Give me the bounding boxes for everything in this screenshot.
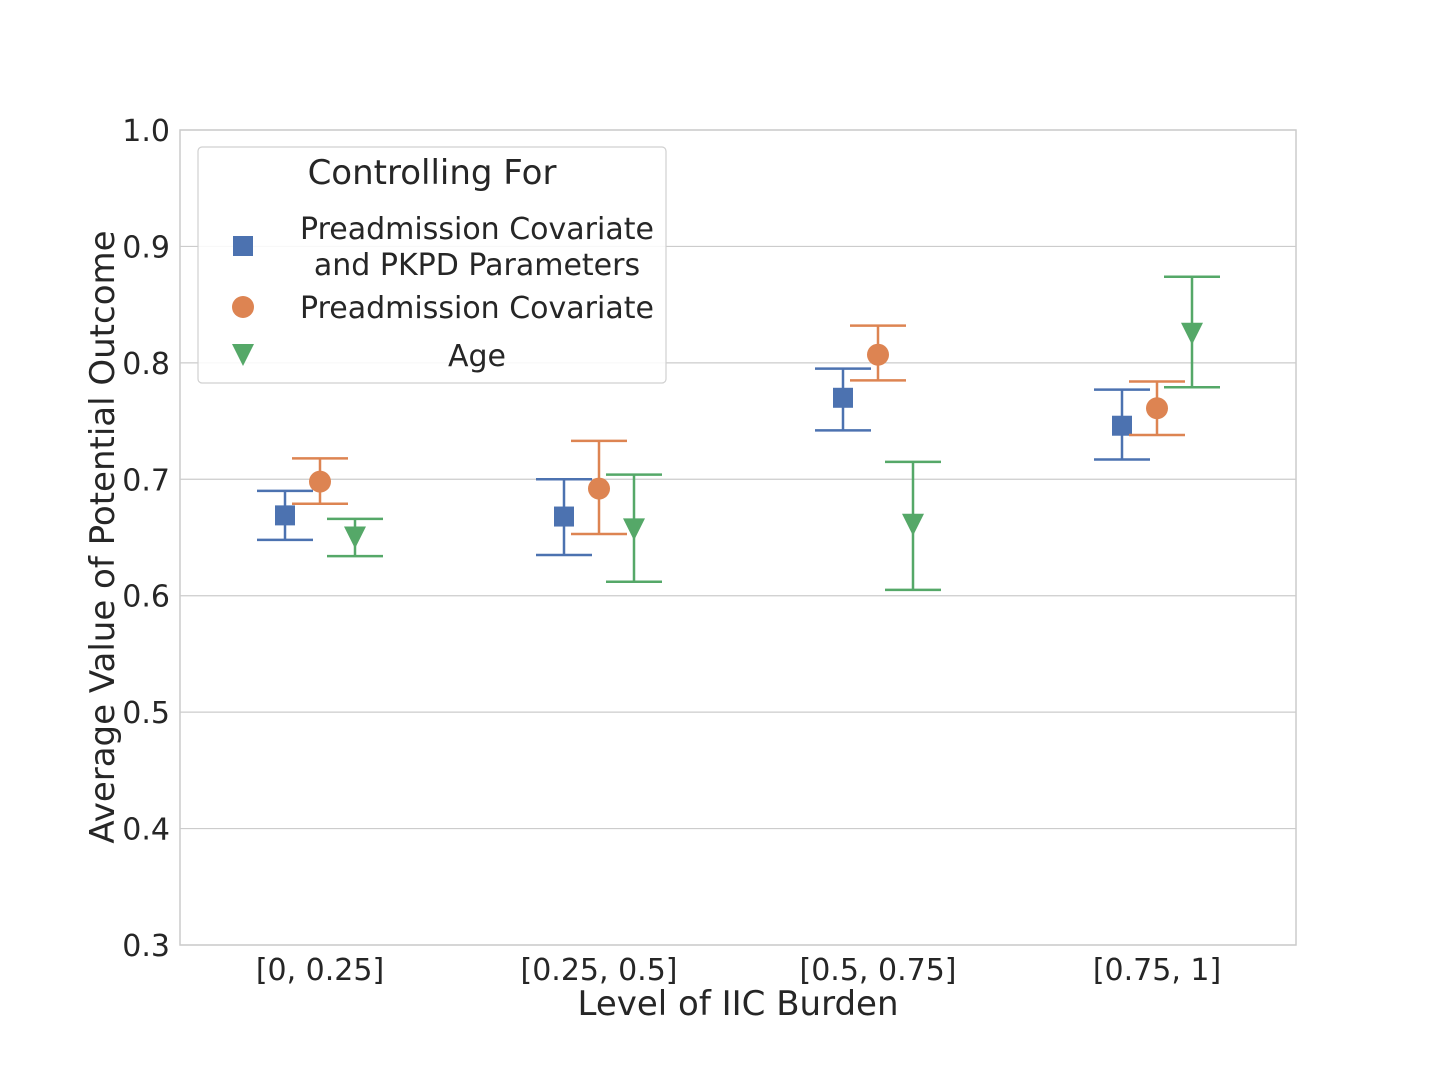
y-tick-label: 0.6: [122, 580, 170, 615]
legend-entry: Age: [232, 339, 506, 374]
plot-frame: [179, 129, 1297, 946]
legend-title: Controlling For: [308, 153, 557, 193]
x-tick-label: [0.75, 1]: [1093, 953, 1221, 988]
y-axis-label: Average Value of Potential Outcome: [83, 230, 123, 843]
x-tick-label: [0.25, 0.5]: [521, 953, 678, 988]
legend-marker: [232, 296, 254, 318]
data-point: [588, 477, 610, 500]
y-tick-label: 0.7: [122, 463, 170, 498]
data-point: [1181, 322, 1203, 345]
legend-label: Age: [448, 339, 506, 374]
legend-box: [197, 146, 667, 384]
data-point: [309, 470, 331, 493]
data-point: [833, 387, 853, 408]
legend-label: Preadmission Covariate: [300, 291, 654, 326]
y-tick-label: 0.5: [122, 696, 170, 731]
y-tick-label: 1.0: [122, 114, 170, 149]
legend-entry: Preadmission Covariate: [232, 291, 654, 326]
y-tick-label: 0.3: [122, 929, 170, 964]
y-tick-label: 0.8: [122, 347, 170, 382]
data-point: [902, 513, 924, 536]
series-square: [257, 367, 1150, 557]
data-point: [554, 506, 574, 527]
series-triangle-down: [327, 275, 1220, 592]
x-axis-label: Level of IIC Burden: [577, 984, 898, 1024]
series-circle: [292, 324, 1185, 536]
legend: Controlling For Preadmission Covariatean…: [197, 146, 667, 384]
legend-label: and PKPD Parameters: [314, 248, 640, 283]
x-tick-labels: [0, 0.25] [0.25, 0.5] [0.5, 0.75] [0.75, 1]: [256, 953, 1221, 988]
legend-marker: [233, 236, 253, 256]
data-point: [623, 518, 645, 541]
data-point: [1112, 415, 1132, 436]
y-tick-label: 0.9: [122, 230, 170, 265]
data-point: [344, 526, 366, 549]
y-tick-label: 0.4: [122, 813, 170, 848]
x-tick-label: [0.5, 0.75]: [800, 953, 957, 988]
legend-marker: [232, 344, 254, 366]
y-tick-labels: 0.3 0.4 0.5 0.6 0.7 0.8 0.9 1.0: [122, 114, 170, 964]
data-point: [867, 343, 889, 366]
data-series: [257, 275, 1220, 592]
data-point: [1146, 397, 1168, 420]
data-point: [275, 505, 295, 526]
legend-label: Preadmission Covariate: [300, 212, 654, 247]
x-tick-label: [0, 0.25]: [256, 953, 384, 988]
